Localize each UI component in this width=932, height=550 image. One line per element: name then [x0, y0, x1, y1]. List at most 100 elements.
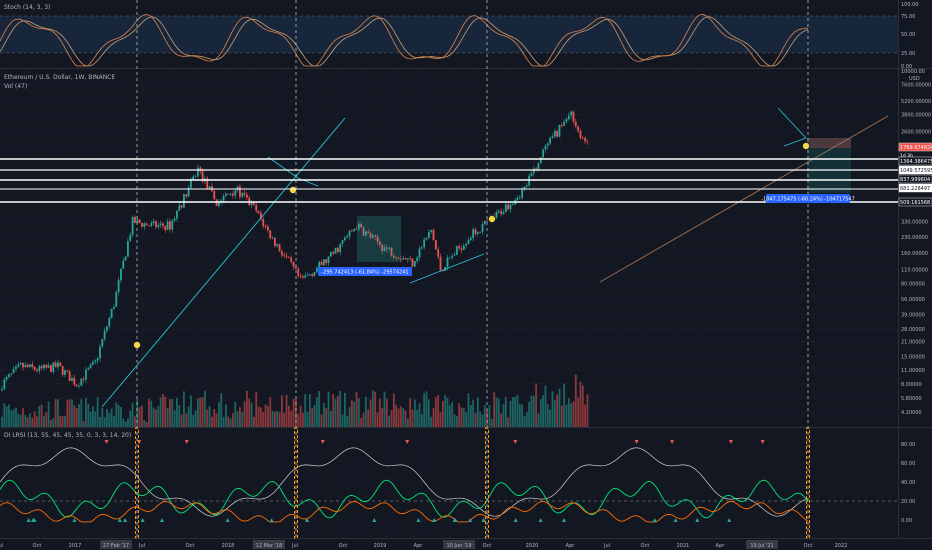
candle-body: [563, 121, 566, 126]
volume-bar: [418, 403, 421, 427]
candle-body: [297, 268, 300, 276]
buy-arrow: [538, 518, 543, 522]
stoch-band: [0, 16, 898, 53]
volume-bar: [535, 383, 538, 427]
candle-body: [479, 231, 482, 233]
event-lines: [135, 0, 810, 539]
candle-body: [560, 124, 563, 126]
volume-bar: [586, 394, 589, 427]
candle-body: [141, 222, 143, 227]
candle-body: [504, 204, 507, 213]
volume-bar: [176, 398, 178, 427]
candle-body: [148, 225, 150, 227]
candle-body: [239, 186, 241, 197]
volume-bar: [355, 391, 358, 427]
candle-body: [136, 219, 139, 223]
candle-body: [474, 229, 477, 234]
candle-body: [106, 326, 108, 331]
volume-bar: [313, 404, 316, 427]
candle-body: [45, 364, 48, 368]
volume-bar: [495, 397, 498, 427]
time-tick: 2021: [677, 543, 690, 549]
candle-body: [183, 194, 185, 208]
candle-body: [376, 236, 379, 242]
volume-bar: [308, 394, 311, 427]
volume-bar: [243, 400, 246, 427]
volume-bar: [215, 413, 218, 427]
volume-bar: [248, 398, 251, 427]
candle-body: [572, 111, 575, 122]
volume-bar: [115, 402, 118, 427]
measure-label-2-bg: [766, 194, 850, 203]
volume-bar: [565, 404, 568, 427]
volume-bar: [378, 398, 381, 427]
candle-body: [579, 131, 582, 138]
volume-bar: [255, 392, 258, 427]
volume-bar: [399, 406, 402, 427]
volume-bar: [476, 397, 479, 427]
candle-body: [159, 223, 162, 225]
time-tick: Oct: [804, 543, 813, 549]
price-tick: 2600.00000: [901, 129, 931, 135]
candle-body: [523, 186, 526, 190]
time-tick: 27 Feb '17: [103, 543, 129, 549]
candle-body: [301, 276, 304, 278]
candle-body: [441, 270, 444, 272]
stoch-tick: 75.00: [901, 14, 915, 20]
volume-bar: [441, 400, 444, 427]
drawings[interactable]: [101, 107, 889, 408]
candle-body: [171, 220, 174, 230]
buy-arrow: [372, 518, 377, 522]
candle-body: [75, 384, 78, 387]
price-axis: 7600.00000 5200.00000 3800.00000 2600.00000…: [901, 82, 931, 416]
volume-bar: [8, 404, 10, 427]
candle-body: [201, 171, 204, 182]
candle-body: [320, 262, 323, 266]
volume-bar: [110, 408, 113, 427]
volume-bar: [50, 420, 52, 427]
buy-arrow: [695, 518, 700, 522]
dmi-tick: 20.00: [901, 499, 915, 505]
price-tick: 3800.00000: [901, 113, 931, 119]
candle-body: [127, 241, 129, 257]
volume-bar: [311, 408, 314, 427]
volume-bar: [64, 416, 66, 427]
candle-body: [47, 365, 50, 368]
volume-bar: [194, 410, 197, 427]
candle-body: [26, 364, 29, 367]
volume-bar: [276, 411, 279, 427]
candle-body: [507, 204, 510, 210]
dmi-minus-line: [0, 501, 809, 523]
volume-bar: [52, 418, 55, 427]
candle-body: [343, 237, 346, 241]
volume-bar: [320, 414, 323, 427]
volume-bar: [43, 415, 45, 427]
measure-label-1-bg: [318, 267, 412, 276]
volume-bar: [66, 399, 69, 427]
buy-arrow: [468, 518, 473, 522]
volume-bar: [199, 397, 202, 427]
candle-body: [497, 210, 500, 212]
stoch-title: Stoch (14, 3, 3): [4, 4, 50, 11]
volume-bar: [514, 396, 517, 427]
candle-body: [525, 185, 528, 187]
time-tick: 2022: [835, 543, 848, 549]
buy-arrow: [452, 518, 457, 522]
candle-body: [439, 256, 442, 271]
candle-body: [213, 191, 216, 200]
dmi-plus-line: [0, 479, 809, 519]
horizontal-levels[interactable]: [0, 158, 898, 203]
candle-body: [285, 255, 288, 257]
volume-bar: [1, 416, 3, 427]
buy-arrow: [117, 518, 122, 522]
volume-bar: [80, 399, 83, 427]
volume-bar: [306, 411, 309, 427]
trendline-cyan-2: [409, 253, 485, 284]
candle-body: [269, 230, 272, 239]
level-label: 681.228497: [900, 186, 930, 192]
candle-body: [8, 374, 10, 378]
volume-bar: [434, 397, 437, 427]
candle-body: [61, 365, 64, 375]
